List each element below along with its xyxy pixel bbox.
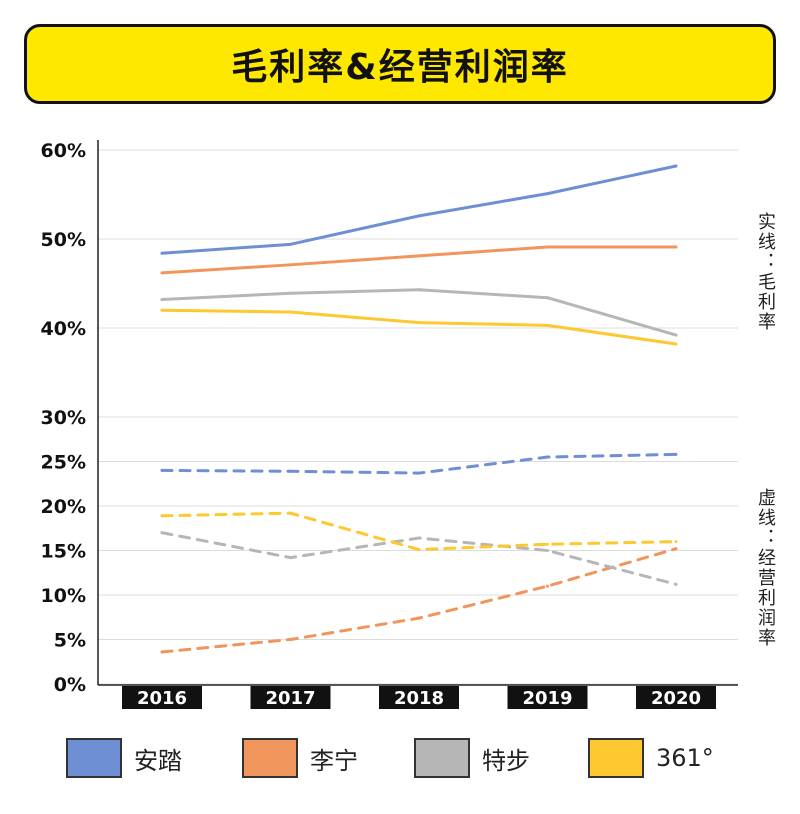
data-point [546,296,549,300]
data-point [417,471,421,475]
legend-item-xtep: 特步 [414,738,530,778]
solid-line-note: 实线：毛利率 [755,212,776,332]
x-tick-label-bg [379,686,459,709]
data-point [674,245,678,249]
legend-swatch [414,738,470,778]
chart-title: 毛利率&经营利润率 [231,47,569,88]
data-point [160,531,164,535]
dashed-line-note: 虚线：经营利润率 [755,488,776,648]
x-tick-label: 2019 [522,688,572,709]
legend-item-361: 361° [588,738,714,778]
series-line [160,245,678,275]
data-point [289,511,292,515]
data-point [417,536,421,540]
data-point [289,469,292,473]
data-point [546,245,549,249]
legend-swatch [66,738,122,778]
y-tick-label: 30% [41,407,86,429]
data-point [674,164,678,168]
data-point [674,333,678,337]
x-tick-label: 2017 [265,688,315,709]
series-line [160,511,678,552]
chart-legend: 安踏 李宁 特步 361° [0,738,800,788]
y-tick-label: 50% [41,229,86,251]
data-point [289,242,292,246]
x-tick-label: 2016 [137,688,187,709]
y-tick-label: 15% [41,541,86,563]
data-point [674,547,678,551]
data-point [160,251,164,255]
x-tick-label: 2020 [651,688,701,709]
x-tick-label-bg [507,686,588,709]
data-point [417,214,421,218]
data-point [417,321,421,325]
data-point [289,263,292,267]
series-line [160,308,678,346]
data-point [674,582,678,586]
legend-label: 安踏 [134,746,182,775]
y-tick-label: 5% [54,630,86,652]
y-tick-label: 25% [41,452,86,474]
data-point [160,650,164,654]
x-tick-label-bg [636,686,716,709]
data-point [546,323,549,327]
series-line [160,531,678,586]
data-point [546,455,549,459]
data-point [160,298,164,302]
legend-swatch [242,738,298,778]
data-point [417,616,421,620]
x-tick-label-bg [122,686,202,709]
x-tick-label-bg [250,686,331,709]
series-line [160,452,678,475]
data-point [160,514,164,518]
y-tick-label: 60% [41,140,86,162]
data-point [417,254,421,258]
data-point [289,638,292,641]
x-tick-label: 2018 [394,688,444,709]
data-point [289,291,292,295]
y-tick-label: 40% [41,318,86,340]
series-line [160,164,678,255]
chart-title-box: 毛利率&经营利润率 [24,24,776,104]
data-point [546,192,549,196]
legend-label: 361° [656,744,714,772]
data-point [674,342,678,346]
data-point [160,308,164,312]
data-point [417,548,421,552]
data-point [546,584,549,588]
data-point [674,452,678,456]
legend-label: 李宁 [310,746,358,775]
legend-item-lining: 李宁 [242,738,358,778]
data-point [289,310,292,314]
data-point [289,556,292,560]
legend-item-anta: 安踏 [66,738,182,778]
y-tick-label: 10% [41,585,86,607]
data-point [546,549,549,552]
data-point [160,468,164,472]
data-point [160,271,164,275]
line-chart: 0% 5% 10% 15% 20% 25% 30% 40% 50% 60% 2016 2017 2018… [41,140,738,709]
y-tick-label: 0% [54,674,86,696]
data-point [417,288,421,292]
legend-label: 特步 [482,746,530,775]
data-point [674,540,678,544]
legend-swatch [588,738,644,778]
y-tick-label: 20% [41,496,86,518]
data-point [546,542,549,546]
